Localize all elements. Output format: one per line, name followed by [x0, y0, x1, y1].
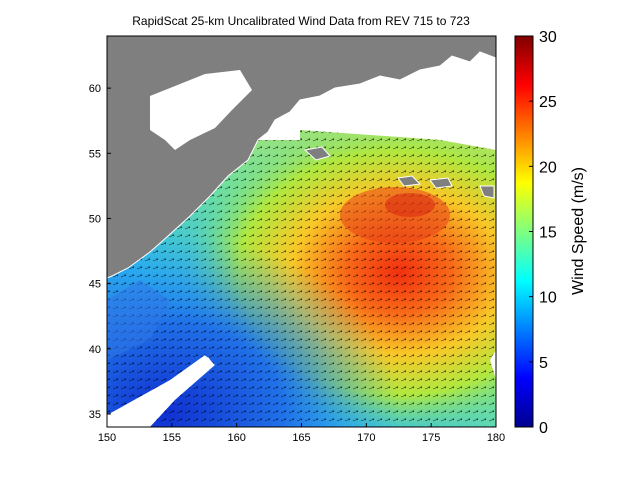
colorbar-tick-label: 15 [539, 225, 557, 242]
y-tick-label: 40 [89, 344, 101, 356]
y-tick-label: 35 [89, 409, 101, 421]
x-tick-label: 160 [227, 432, 245, 444]
aleutian-island-3 [429, 177, 453, 189]
colorbar-tick-label: 20 [539, 159, 557, 176]
colorbar-tick-label: 25 [539, 94, 557, 111]
aleutian-island-4 [479, 185, 495, 199]
no-data-strip [134, 357, 214, 427]
land-mass [107, 36, 496, 279]
y-tick-label: 55 [89, 148, 101, 160]
y-tick-label: 60 [89, 83, 101, 95]
colorbar-tick-label: 5 [539, 355, 548, 372]
colorbar-tick-label: 30 [539, 29, 557, 46]
x-tick-label: 155 [163, 432, 181, 444]
colorbar-tick-label: 0 [539, 420, 548, 437]
wind-swath [107, 130, 496, 427]
y-axis-ticks: 35 40 45 50 55 60 [89, 83, 111, 421]
x-tick-label: 170 [357, 432, 375, 444]
x-tick-label: 165 [292, 432, 310, 444]
okhotsk-sea-gap [150, 70, 252, 150]
figure-title: RapidScat 25-km Uncalibrated Wind Data f… [132, 14, 470, 28]
map-plot-area [107, 36, 496, 427]
aleutian-island-2 [397, 175, 422, 187]
colorbar-ticks: 0 5 10 15 20 25 30 [529, 29, 557, 437]
y-tick-label: 50 [89, 213, 101, 225]
colorbar: 0 5 10 15 20 25 30 Wind Speed (m/s) [514, 29, 587, 437]
x-tick-label: 180 [487, 432, 505, 444]
colorbar-label: Wind Speed (m/s) [570, 167, 587, 295]
colorbar-tick-label: 10 [539, 290, 557, 307]
aleutian-island-1 [303, 146, 331, 161]
x-axis-ticks: 150 155 160 165 170 175 180 [98, 423, 505, 444]
x-tick-label: 175 [422, 432, 440, 444]
y-tick-label: 45 [89, 279, 101, 291]
x-tick-label: 150 [98, 432, 116, 444]
